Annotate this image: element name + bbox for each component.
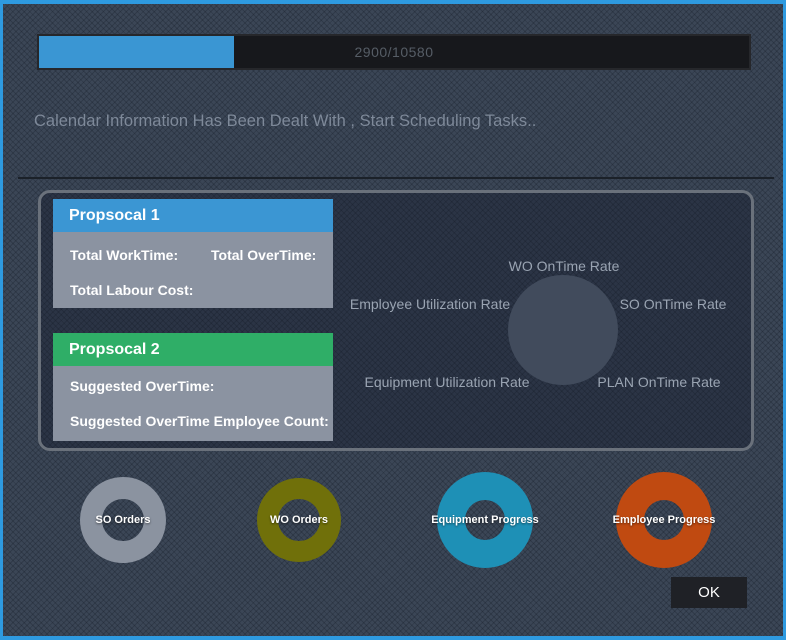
proposal-2-body: Suggested OverTime: Suggested OverTime E…	[53, 366, 333, 441]
horizontal-divider	[18, 177, 774, 179]
suggested-overtime-label: Suggested OverTime:	[70, 378, 215, 394]
radar-axis-plan-ontime-rate: PLAN OnTime Rate	[597, 374, 721, 390]
radar-axis-so-ontime-rate: SO OnTime Rate	[619, 296, 727, 312]
so-orders-gauge: SO Orders	[80, 477, 166, 563]
radar-axis-wo-ontime-rate: WO OnTime Rate	[508, 258, 620, 274]
radar-axis-employee-utilization-rate: Employee Utilization Rate	[349, 296, 511, 312]
radar-axis-equipment-utilization-rate: Equipment Utilization Rate	[364, 374, 530, 390]
employee-progress-label: Employee Progress	[612, 514, 716, 526]
wo-orders-label: WO Orders	[269, 514, 329, 526]
progress-value-label: 2900/10580	[354, 44, 434, 60]
equipment-progress-gauge: Equipment Progress	[431, 472, 539, 568]
total-labour-cost-label: Total Labour Cost:	[70, 282, 194, 298]
proposal-1-card: Propsocal 1 Total WorkTime: Total OverTi…	[53, 199, 333, 308]
suggested-overtime-count-label: Suggested OverTime Employee Count:	[70, 413, 329, 429]
ok-button[interactable]: OK	[671, 577, 747, 608]
proposal-2-title: Propsocal 2	[53, 333, 333, 366]
wo-orders-gauge: WO Orders	[257, 478, 341, 562]
status-message: Calendar Information Has Been Dealt With…	[34, 112, 537, 130]
progress-bar: 2900/10580	[37, 34, 751, 70]
radar-chart-placeholder	[508, 275, 618, 385]
total-overtime-label: Total OverTime:	[211, 247, 317, 263]
equipment-progress-label: Equipment Progress	[431, 514, 539, 526]
proposal-1-body: Total WorkTime: Total OverTime: Total La…	[53, 232, 333, 308]
proposal-1-title: Propsocal 1	[53, 199, 333, 232]
total-worktime-label: Total WorkTime:	[70, 247, 179, 263]
so-orders-label: SO Orders	[95, 514, 151, 526]
proposal-2-card: Propsocal 2 Suggested OverTime: Suggeste…	[53, 333, 333, 441]
progress-bar-fill	[39, 36, 234, 68]
results-panel: Propsocal 1 Total WorkTime: Total OverTi…	[38, 190, 754, 451]
employee-progress-gauge: Employee Progress	[612, 472, 716, 568]
